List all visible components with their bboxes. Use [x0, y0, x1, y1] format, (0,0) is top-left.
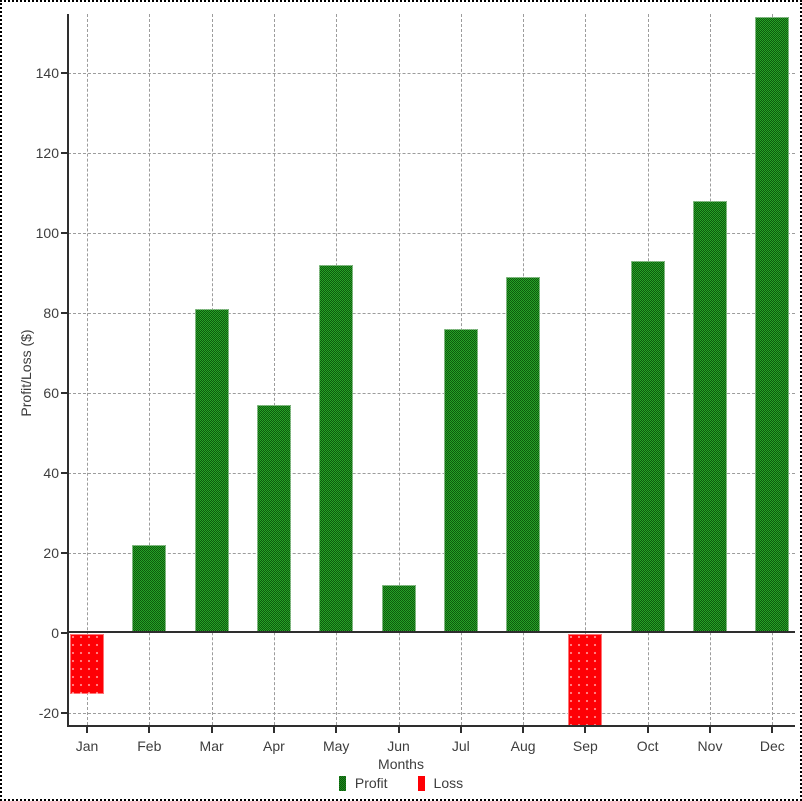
y-axis-line — [67, 14, 69, 727]
y-tick-label: 0 — [51, 625, 59, 641]
x-axis-tick — [522, 727, 525, 733]
gridline-horizontal — [68, 73, 795, 74]
bar-oct — [630, 261, 665, 633]
x-axis-tick — [709, 727, 711, 733]
gridline-horizontal — [68, 393, 795, 394]
y-axis-tick — [61, 712, 68, 714]
x-tick-label: Feb — [137, 738, 162, 754]
legend: Profit Loss — [2, 775, 800, 791]
x-axis-tick — [646, 727, 649, 733]
y-tick-label: 140 — [35, 65, 59, 81]
y-axis-tick — [61, 392, 68, 394]
x-tick-label: Mar — [199, 738, 224, 754]
legend-label-profit: Profit — [354, 775, 388, 791]
gridline-vertical — [585, 14, 587, 725]
y-axis-tick — [61, 152, 68, 154]
y-axis-tick — [61, 312, 68, 314]
legend-entry-loss: Loss — [417, 775, 464, 791]
x-axis-tick — [148, 727, 151, 733]
gridline-horizontal — [68, 713, 795, 714]
x-axis-tick — [210, 727, 213, 733]
x-tick-label: Jun — [387, 738, 410, 754]
y-tick-label: 60 — [43, 385, 59, 401]
bar-apr — [256, 405, 291, 633]
gridline-vertical — [87, 14, 88, 725]
gridline-horizontal — [68, 233, 795, 234]
y-axis-tick — [61, 72, 68, 74]
x-tick-label: Sep — [572, 738, 598, 754]
x-tick-label: Oct — [636, 738, 659, 754]
profit-swatch-icon — [338, 775, 346, 791]
bar-nov — [693, 201, 727, 633]
x-axis-tick — [771, 727, 774, 733]
y-tick-label: 120 — [35, 145, 59, 161]
y-tick-label: 100 — [35, 225, 59, 241]
x-axis-tick — [272, 727, 275, 733]
y-axis-tick — [61, 552, 68, 554]
x-axis-title: Months — [378, 756, 424, 772]
bar-jun — [381, 585, 416, 633]
x-tick-label: Nov — [697, 738, 723, 754]
bar-may — [319, 265, 354, 633]
bar-feb — [132, 545, 167, 633]
bar-jan — [70, 634, 104, 694]
legend-entry-profit: Profit — [338, 775, 388, 791]
x-tick-label: Dec — [759, 738, 785, 754]
y-axis-tick — [61, 472, 68, 474]
legend-label-loss: Loss — [433, 775, 464, 791]
y-tick-label: 80 — [43, 305, 59, 321]
gridline-horizontal — [68, 313, 795, 314]
y-axis-tick — [61, 632, 68, 634]
x-axis-tick — [584, 727, 587, 733]
x-axis-tick — [397, 727, 400, 733]
bar-jul — [443, 329, 478, 633]
x-axis-tick — [459, 727, 462, 733]
bar-mar — [194, 309, 229, 633]
loss-swatch-icon — [417, 775, 425, 791]
gridline-horizontal — [68, 473, 795, 474]
x-tick-label: Apr — [262, 738, 285, 754]
gridline-horizontal — [68, 553, 795, 554]
y-tick-label: 20 — [43, 545, 59, 561]
gridline-vertical — [273, 14, 275, 725]
gridline-vertical — [398, 14, 400, 725]
y-tick-label: 40 — [43, 465, 59, 481]
x-tick-label: Aug — [510, 738, 536, 754]
x-axis-tick — [335, 727, 338, 733]
bar-dec — [755, 17, 790, 633]
x-axis-tick — [86, 727, 88, 733]
y-axis-tick — [61, 232, 68, 234]
gridline-horizontal — [68, 153, 795, 154]
bar-aug — [506, 277, 541, 633]
zero-baseline — [68, 631, 795, 633]
gridline-vertical — [149, 14, 151, 725]
y-tick-label: -20 — [38, 705, 59, 721]
x-axis-line — [67, 725, 795, 727]
x-tick-label: Jul — [451, 738, 470, 754]
bar-sep — [568, 634, 603, 726]
x-tick-label: May — [322, 738, 350, 754]
y-axis-title: Profit/Loss ($) — [18, 329, 34, 417]
x-tick-label: Jan — [75, 738, 99, 754]
